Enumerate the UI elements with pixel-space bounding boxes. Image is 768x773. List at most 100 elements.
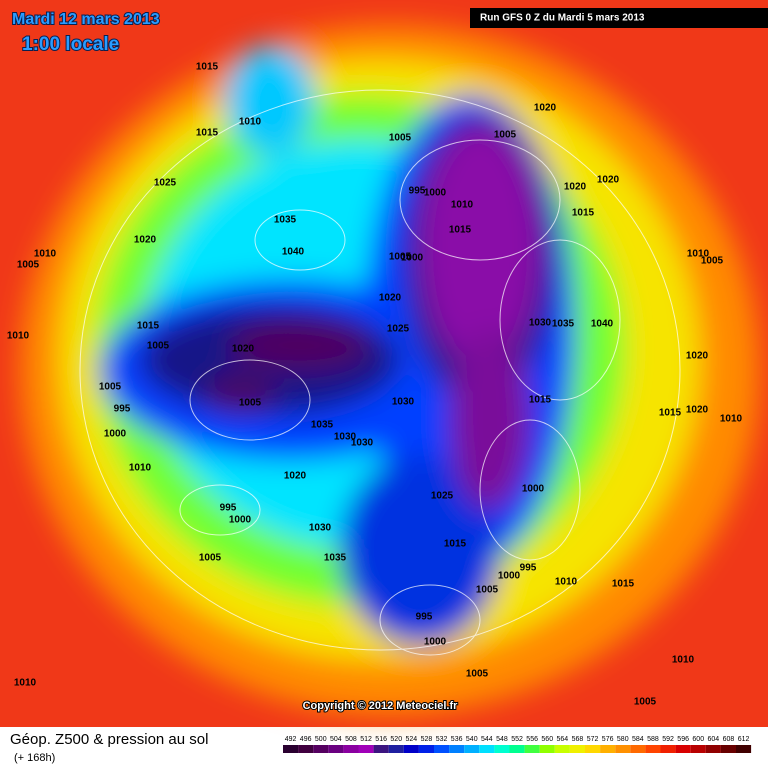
isobar-label: 1000: [424, 637, 447, 648]
scale-swatch: [298, 745, 314, 753]
isobar-label: 1005: [17, 260, 40, 271]
scale-swatch: [403, 745, 419, 753]
scale-label: 524: [406, 736, 418, 743]
isobar-label: 1020: [534, 103, 557, 114]
isobar-label: 1010: [555, 577, 578, 588]
scale-swatch: [569, 745, 585, 753]
scale-label: 584: [632, 736, 644, 743]
isobar-label: 1005: [239, 398, 262, 409]
scale-swatch: [449, 745, 465, 753]
run: Run GFS 0 Z du Mardi 5 mars 2013: [480, 13, 645, 24]
scale-label: 592: [662, 736, 674, 743]
scale-label: 604: [708, 736, 720, 743]
scale-label: 572: [587, 736, 599, 743]
time: 1:00 locale: [22, 34, 119, 55]
scale-swatch: [660, 745, 676, 753]
isobar-label: 1035: [324, 553, 347, 564]
scale-label: 508: [345, 736, 357, 743]
isobar-label: 1015: [572, 208, 595, 219]
scale-swatch: [705, 745, 721, 753]
isobar-label: 995: [220, 503, 237, 514]
isobar-label: 1010: [687, 249, 710, 260]
isobar-label: 1010: [720, 414, 743, 425]
isobar-label: 995: [520, 563, 537, 574]
isobar-label: 1005: [634, 697, 657, 708]
isobar-label: 1005: [389, 133, 412, 144]
run-box: [470, 8, 768, 28]
isobar-label: 995: [416, 612, 433, 623]
scale-label: 580: [617, 736, 629, 743]
isobar-label: 995: [114, 404, 131, 415]
isobar-label: 1040: [591, 319, 614, 330]
scale-label: 516: [375, 736, 387, 743]
scale-label: 540: [466, 736, 478, 743]
isobar-label: 1005: [476, 585, 499, 596]
scale-swatch: [494, 745, 510, 753]
scale-swatch: [524, 745, 540, 753]
isobar-label: 1025: [154, 178, 177, 189]
scale-swatch: [554, 745, 570, 753]
scale-swatch: [539, 745, 555, 753]
scale-swatch: [313, 745, 329, 753]
scale-swatch: [358, 745, 374, 753]
isobar-label: 1005: [701, 256, 724, 267]
isobar-label: 1005: [494, 130, 517, 141]
scale-swatch: [600, 745, 616, 753]
isobar-label: 1015: [659, 408, 682, 419]
isobar-label: 1020: [686, 405, 709, 416]
scale-label: 500: [315, 736, 327, 743]
scale-label: 556: [526, 736, 538, 743]
date: Mardi 12 mars 2013: [12, 11, 160, 28]
isobar-label: 1000: [401, 253, 424, 264]
scale-label: 608: [723, 736, 735, 743]
isobar-label: 1020: [284, 471, 307, 482]
isobar-label: 1020: [686, 351, 709, 362]
scale-swatch: [690, 745, 706, 753]
scale-swatch: [720, 745, 736, 753]
scale-label: 492: [285, 736, 297, 743]
isobar-label: 1000: [498, 571, 521, 582]
scale-swatch: [630, 745, 646, 753]
isobar-label: 1000: [104, 429, 127, 440]
isobar-label: 1005: [99, 382, 122, 393]
isobar-label: 1015: [449, 225, 472, 236]
scale-swatch: [283, 745, 299, 753]
isobar-label: 1040: [282, 247, 305, 258]
isobar-label: 1035: [311, 420, 334, 431]
isobar-label: 1035: [552, 319, 575, 330]
scale-swatch: [675, 745, 691, 753]
isobar-label: 1020: [134, 235, 157, 246]
scale-swatch: [434, 745, 450, 753]
scale-swatch: [479, 745, 495, 753]
isobar-label: 1005: [147, 341, 170, 352]
isobar-label: 1015: [196, 128, 219, 139]
isobar-label: 1020: [379, 293, 402, 304]
scale-label: 552: [511, 736, 523, 743]
isobar-label: 1030: [334, 432, 357, 443]
scale-label: 560: [541, 736, 553, 743]
scale-label: 576: [602, 736, 614, 743]
legend-title: Géop. Z500 & pression au sol: [10, 731, 208, 748]
scale-swatch: [418, 745, 434, 753]
isobar-label: 1025: [387, 324, 410, 335]
scale-swatch: [645, 745, 661, 753]
copyright: Copyright © 2012 Meteociel.fr: [303, 700, 459, 712]
scale-swatch: [509, 745, 525, 753]
isobar-label: 1000: [424, 188, 447, 199]
isobar-label: 1005: [199, 553, 222, 564]
isobar-label: 1005: [389, 252, 412, 263]
legend-subtitle: (+ 168h): [14, 752, 55, 764]
scale-swatch: [328, 745, 344, 753]
isobar-label: 1020: [597, 175, 620, 186]
isobar-label: 1010: [14, 678, 37, 689]
isobar-label: 1010: [672, 655, 695, 666]
scale-label: 520: [390, 736, 402, 743]
scale-label: 564: [557, 736, 569, 743]
isobar-label: 1030: [529, 318, 552, 329]
isobar-label: 1000: [522, 484, 545, 495]
isobar-label: 1015: [529, 395, 552, 406]
isobars: [79, 89, 681, 656]
isobar-label: 1025: [431, 491, 454, 502]
